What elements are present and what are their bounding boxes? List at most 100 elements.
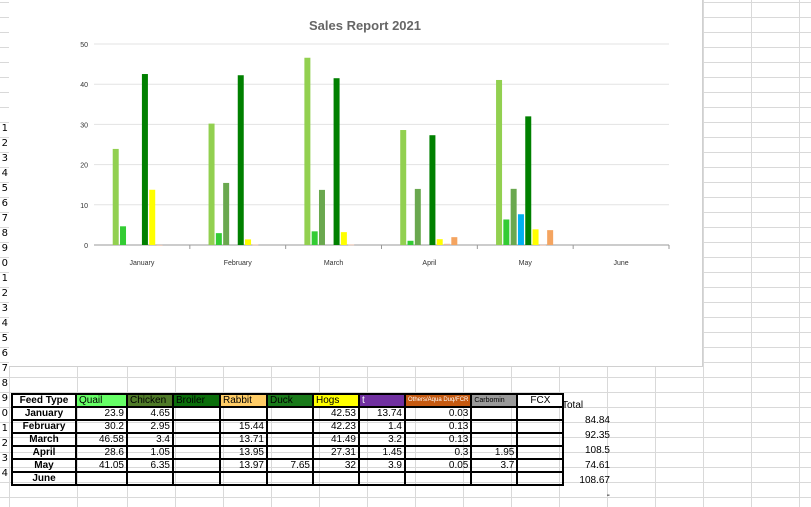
cell-carbomin[interactable]: 1.95 xyxy=(470,445,519,460)
cell-chicken[interactable]: 1.05 xyxy=(126,445,174,460)
cell-quail[interactable]: 23.9 xyxy=(75,406,128,421)
bar[interactable] xyxy=(400,130,407,245)
feed-table[interactable]: Feed Type Quail Chicken Broiler Rabbit D… xyxy=(11,393,565,486)
row-label[interactable]: February xyxy=(11,419,77,434)
cell-fcx[interactable] xyxy=(516,445,565,460)
cell-chicken[interactable]: 6.35 xyxy=(126,458,174,473)
cell-broiler[interactable] xyxy=(172,432,221,447)
cell-broiler[interactable] xyxy=(172,445,221,460)
cell-ruminant[interactable]: 13.74 xyxy=(358,406,406,421)
cell-hogs[interactable]: 41.49 xyxy=(312,432,360,447)
cell-carbomin[interactable] xyxy=(470,406,519,421)
cell-hogs[interactable] xyxy=(312,471,360,486)
row-number[interactable]: 4 xyxy=(1,318,8,329)
cell-others[interactable]: 0.13 xyxy=(403,432,473,447)
bar[interactable] xyxy=(496,79,503,245)
total-cell[interactable]: 108.67 xyxy=(579,475,610,486)
row-label[interactable]: June xyxy=(11,471,77,486)
cell-rabbit[interactable] xyxy=(219,406,268,421)
row-number[interactable]: 3 xyxy=(1,303,8,314)
cell-broiler[interactable] xyxy=(172,458,221,473)
cell-ruminant[interactable]: 1.45 xyxy=(358,445,406,460)
cell-duck[interactable] xyxy=(266,445,314,460)
cell-rabbit[interactable]: 13.97 xyxy=(219,458,268,473)
cell-fcx[interactable] xyxy=(516,406,565,421)
cell-ruminant[interactable]: 3.9 xyxy=(358,458,406,473)
bar[interactable] xyxy=(223,182,230,245)
cell-chicken[interactable]: 3.4 xyxy=(126,432,174,447)
cell-carbomin[interactable] xyxy=(470,471,519,486)
bar[interactable] xyxy=(252,244,259,246)
row-label[interactable]: March xyxy=(11,432,77,447)
cell-quail[interactable]: 30.2 xyxy=(75,419,128,434)
header-feed-type[interactable]: Feed Type xyxy=(11,393,77,408)
total-cell[interactable]: 74.61 xyxy=(584,460,610,471)
cell-duck[interactable] xyxy=(266,406,314,421)
bar[interactable] xyxy=(112,148,119,245)
row-label[interactable]: April xyxy=(11,445,77,460)
bar[interactable] xyxy=(318,189,325,245)
cell-fcx[interactable] xyxy=(516,432,565,447)
row-number[interactable]: 0 xyxy=(1,408,8,419)
bar[interactable] xyxy=(510,188,517,245)
row-number[interactable]: 6 xyxy=(1,348,8,359)
cell-quail[interactable] xyxy=(75,471,128,486)
cell-duck[interactable] xyxy=(266,419,314,434)
cell-rabbit[interactable]: 13.71 xyxy=(219,432,268,447)
total-column[interactable]: Total 84.84 92.35 108.5 74.61 108.67 - xyxy=(562,398,610,503)
cell-broiler[interactable] xyxy=(172,471,221,486)
bar[interactable] xyxy=(333,78,340,245)
cell-carbomin[interactable] xyxy=(470,432,519,447)
row-number[interactable]: 2 xyxy=(1,438,8,449)
header-others[interactable]: Others/Aqua Duq/FCR xyxy=(403,393,473,408)
sales-chart[interactable]: Sales Report 2021 0 10 20 30 40 50 January Febr… xyxy=(9,0,703,367)
cell-others[interactable]: 0.05 xyxy=(403,458,473,473)
bar[interactable] xyxy=(120,226,127,245)
bar[interactable] xyxy=(141,74,148,245)
header-hogs[interactable]: Hogs xyxy=(312,393,360,408)
cell-rabbit[interactable] xyxy=(219,471,268,486)
row-number[interactable]: 8 xyxy=(1,228,8,239)
row-number[interactable]: 0 xyxy=(1,258,8,269)
cell-others[interactable]: 0.13 xyxy=(403,419,473,434)
bar[interactable] xyxy=(407,240,414,245)
bar[interactable] xyxy=(245,239,252,245)
row-number[interactable]: 1 xyxy=(1,123,8,134)
header-fcx[interactable]: FCX xyxy=(516,393,565,408)
cell-duck[interactable] xyxy=(266,432,314,447)
row-number[interactable]: 9 xyxy=(1,393,8,404)
row-number[interactable]: 1 xyxy=(1,423,8,434)
bar[interactable] xyxy=(208,123,215,245)
bar[interactable] xyxy=(451,237,458,245)
cell-ruminant[interactable]: 3.2 xyxy=(358,432,406,447)
cell-carbomin[interactable]: 3.7 xyxy=(470,458,519,473)
total-cell[interactable]: 108.5 xyxy=(584,445,610,456)
cell-quail[interactable]: 46.58 xyxy=(75,432,128,447)
bar[interactable] xyxy=(215,233,222,245)
cell-fcx[interactable] xyxy=(516,471,565,486)
cell-duck[interactable] xyxy=(266,471,314,486)
bar[interactable] xyxy=(525,116,532,245)
total-cell[interactable]: 84.84 xyxy=(584,415,610,426)
row-number[interactable]: 5 xyxy=(1,183,8,194)
bar[interactable] xyxy=(429,135,436,245)
cell-hogs[interactable]: 42.23 xyxy=(312,419,360,434)
cell-broiler[interactable] xyxy=(172,419,221,434)
cell-rabbit[interactable]: 13.95 xyxy=(219,445,268,460)
bar[interactable] xyxy=(539,244,546,246)
row-number[interactable]: 6 xyxy=(1,198,8,209)
cell-duck[interactable]: 7.65 xyxy=(266,458,314,473)
cell-carbomin[interactable] xyxy=(470,419,519,434)
bar[interactable] xyxy=(304,57,311,246)
bar[interactable] xyxy=(503,219,510,245)
bar[interactable] xyxy=(547,230,554,245)
bar[interactable] xyxy=(311,231,318,245)
cell-rabbit[interactable]: 15.44 xyxy=(219,419,268,434)
header-broiler[interactable]: Broiler xyxy=(172,393,221,408)
row-number[interactable]: 7 xyxy=(1,213,8,224)
cell-chicken[interactable]: 4.65 xyxy=(126,406,174,421)
total-cell[interactable]: - xyxy=(606,490,610,501)
cell-ruminant[interactable]: 1.4 xyxy=(358,419,406,434)
cell-others[interactable]: 0.3 xyxy=(403,445,473,460)
header-quail[interactable]: Quail xyxy=(75,393,128,408)
